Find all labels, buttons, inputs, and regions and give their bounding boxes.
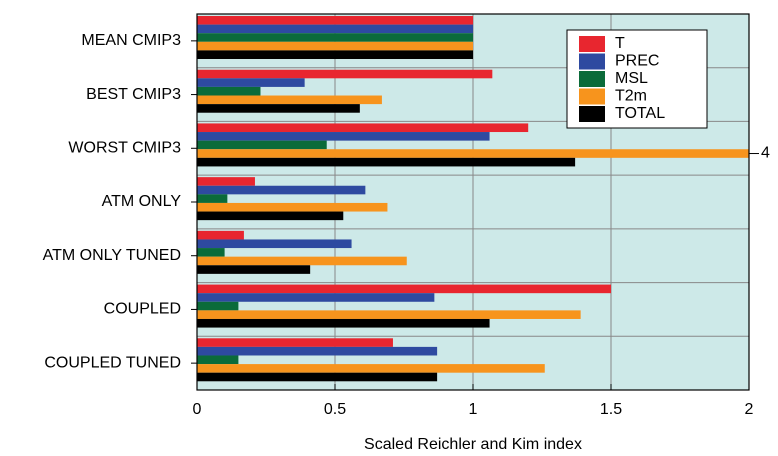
x-axis-label: Scaled Reichler and Kim index xyxy=(364,436,582,453)
bar xyxy=(197,41,473,51)
bar xyxy=(197,211,344,221)
legend-swatch xyxy=(579,88,605,105)
bar xyxy=(197,256,407,266)
bar xyxy=(197,16,473,25)
bar xyxy=(197,194,228,203)
legend-label: TOTAL xyxy=(615,105,665,122)
bar xyxy=(197,50,473,59)
bar xyxy=(197,157,576,167)
legend-swatch xyxy=(579,53,605,70)
bar xyxy=(197,24,473,34)
bar xyxy=(197,372,438,382)
y-tick-label: COUPLED xyxy=(104,301,181,318)
bar xyxy=(197,355,239,365)
legend-label: MSL xyxy=(615,70,648,87)
bar xyxy=(197,301,239,311)
legend-swatch xyxy=(579,36,605,52)
bar xyxy=(197,86,261,96)
bar xyxy=(197,239,352,249)
legend-label: PREC xyxy=(615,53,659,70)
y-tick-label: COUPLED TUNED xyxy=(44,354,181,371)
value-label: 4 xyxy=(761,145,770,162)
x-tick-label: 1.5 xyxy=(600,401,622,418)
bar xyxy=(197,123,529,133)
bar xyxy=(197,364,545,373)
bar xyxy=(197,104,360,113)
y-tick-label: BEST CMIP3 xyxy=(86,86,181,103)
bar xyxy=(197,132,490,141)
bar xyxy=(197,338,393,347)
y-tick-label: ATM ONLY xyxy=(102,193,182,210)
bar xyxy=(197,293,435,302)
bar xyxy=(197,230,244,240)
bar xyxy=(197,265,311,274)
bar xyxy=(197,33,473,42)
bar xyxy=(197,346,438,356)
bar xyxy=(197,284,611,294)
x-tick-label: 2 xyxy=(745,401,754,418)
legend-swatch xyxy=(579,71,605,87)
x-tick-label: 0 xyxy=(193,401,202,418)
bar xyxy=(197,78,305,87)
bar xyxy=(197,140,327,150)
y-tick-label: ATM ONLY TUNED xyxy=(43,247,181,264)
legend-label: T2m xyxy=(615,88,647,105)
bar xyxy=(197,95,382,105)
y-tick-label: WORST CMIP3 xyxy=(68,140,181,157)
x-tick-label: 0.5 xyxy=(324,401,346,418)
legend-label: T xyxy=(615,35,625,52)
bar xyxy=(197,185,366,195)
bar xyxy=(197,177,255,186)
bar xyxy=(197,202,388,212)
y-tick-label: MEAN CMIP3 xyxy=(81,32,181,49)
x-tick-label: 1 xyxy=(469,401,478,418)
plot-frame xyxy=(196,13,750,391)
bar xyxy=(197,310,581,319)
bar xyxy=(197,149,749,158)
bar xyxy=(197,318,490,328)
bar xyxy=(197,248,225,257)
legend-swatch xyxy=(579,106,605,122)
bar xyxy=(197,69,493,79)
bars xyxy=(197,16,749,382)
